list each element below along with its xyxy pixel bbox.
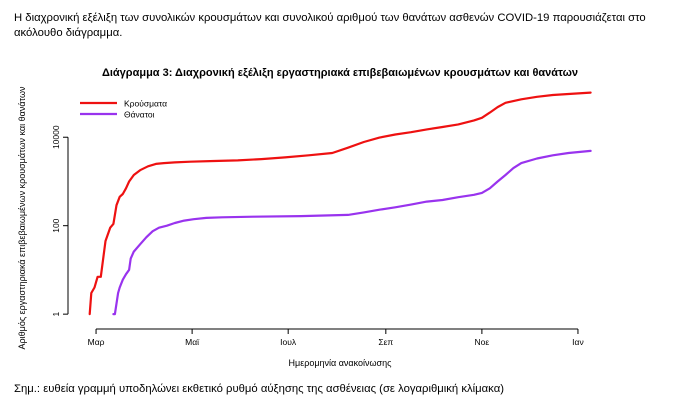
x-tick-label: Μαρ	[88, 337, 105, 347]
x-axis: Μαρ Μαϊ Ιουλ Σεπ Νοε Ιαν	[88, 328, 584, 347]
x-tick-label: Ιουλ	[280, 337, 297, 347]
y-axis-label: Αριθμός εργαστηριακά επιβεβαιωμένων κρου…	[17, 86, 27, 349]
x-tick-label: Ιαν	[572, 337, 584, 347]
y-tick-label: 1	[51, 312, 61, 317]
series-line-deaths	[112, 149, 592, 316]
footnote: Σημ.: ευθεία γραμμή υποδηλώνει εκθετικό …	[14, 383, 504, 395]
series-lines	[88, 91, 592, 316]
chart-title: Διάγραμμα 3: Διαχρονική εξέλιξη εργαστηρ…	[102, 67, 578, 79]
x-tick-label: Νοε	[475, 337, 490, 347]
x-tick-label: Μαϊ	[185, 337, 200, 347]
legend-label: Θάνατοι	[124, 110, 155, 120]
legend-label: Κρούσματα	[124, 99, 167, 109]
series-line-cases	[88, 91, 592, 316]
x-axis-label: Ημερομηνία ανακοίνωσης	[289, 358, 393, 368]
y-tick-label: 10000	[51, 125, 61, 149]
y-tick-label: 100	[51, 218, 61, 232]
y-axis: 1 100 10000	[51, 125, 69, 317]
x-tick-label: Σεπ	[378, 337, 393, 347]
intro-text: Η διαχρονική εξέλιξη των συνολικών κρουσ…	[14, 12, 646, 39]
